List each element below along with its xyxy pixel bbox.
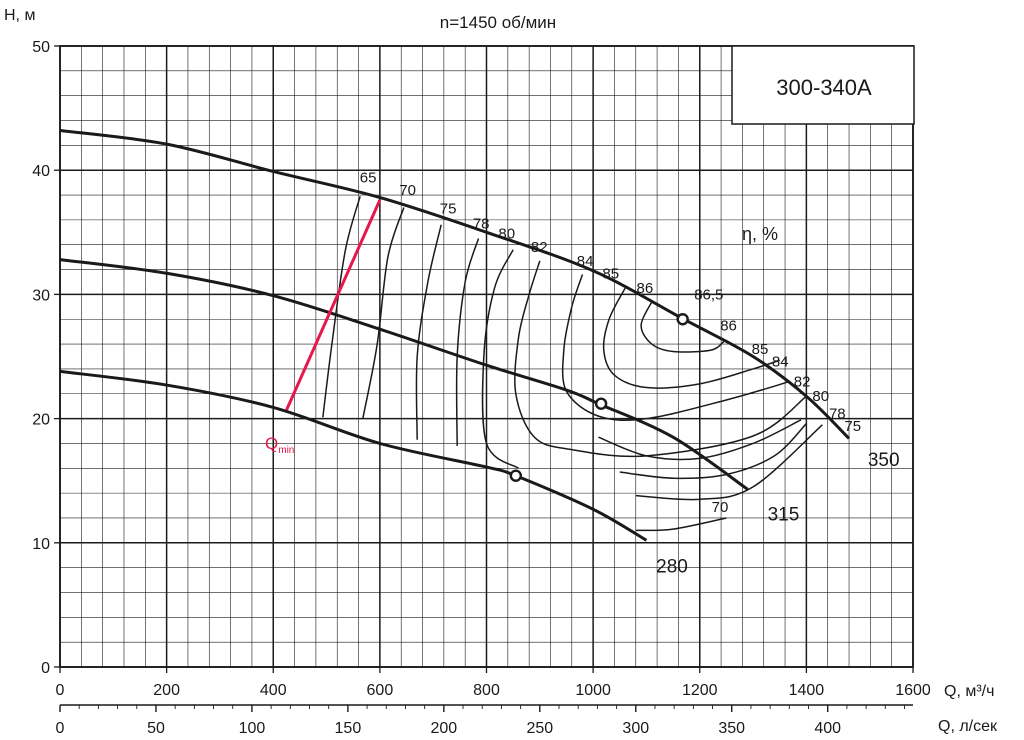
x-tick-label: 800 [473, 682, 500, 699]
efficiency-label: 82 [531, 239, 548, 256]
duty-point-marker [676, 313, 689, 326]
x2-tick-label: 50 [147, 720, 165, 737]
efficiency-label: 75 [844, 418, 861, 435]
y-tick-label: 50 [32, 39, 50, 56]
chart-grid [59, 45, 914, 668]
head-curve-280 [59, 369, 648, 542]
efficiency-label: 70 [399, 182, 416, 199]
x2-tick-label: 350 [718, 720, 745, 737]
x2-tick-label: 400 [814, 720, 841, 737]
model-label: 300-340А [776, 75, 872, 100]
efficiency-curves [322, 196, 823, 532]
efficiency-label: 86,5 [694, 286, 723, 303]
impeller-diameter-label: 350 [868, 450, 900, 471]
x-tick-label: 400 [260, 682, 287, 699]
x-axis-label: Q, м³/ч [944, 683, 994, 700]
y-tick-label: 30 [32, 287, 50, 304]
x2-tick-label: 250 [526, 720, 553, 737]
head-curves [59, 128, 851, 542]
efficiency-axis-label: η, % [742, 224, 778, 244]
x-tick-label: 0 [56, 682, 65, 699]
efficiency-label: 82 [794, 373, 811, 390]
x2-tick-label: 150 [335, 720, 362, 737]
efficiency-label: 78 [473, 216, 490, 233]
qmin-line [285, 199, 382, 411]
impeller-diameter-label: 280 [656, 557, 688, 578]
efficiency-label: 65 [360, 170, 377, 187]
head-curve-315 [59, 258, 749, 491]
x2-tick-label: 200 [430, 720, 457, 737]
efficiency-curve-75 [635, 424, 823, 501]
efficiency-label: 70 [712, 499, 729, 516]
efficiency-label: 80 [812, 388, 829, 405]
efficiency-label: 86 [636, 280, 653, 297]
x2-tick-label: 0 [56, 720, 65, 737]
efficiency-curve-84 [561, 274, 791, 421]
head-curve-350 [59, 128, 851, 440]
x2-axis-label: Q, л/сек [938, 718, 998, 735]
efficiency-curve-82 [514, 260, 807, 458]
qmin-line-segment [285, 199, 382, 411]
efficiency-label: 75 [440, 201, 457, 218]
efficiency-curve-86 [640, 301, 725, 353]
qmin-label-main: Q [265, 434, 278, 453]
efficiency-label: 86 [720, 317, 737, 334]
chart-title: n=1450 об/мин [440, 13, 556, 32]
y-tick-label: 0 [41, 660, 50, 677]
efficiency-label: 84 [772, 353, 789, 370]
y-axis-label: H, м [4, 7, 35, 24]
x2-tick-label: 300 [622, 720, 649, 737]
y-tick-label: 20 [32, 412, 50, 429]
x-tick-label: 200 [153, 682, 180, 699]
duty-point-marker [594, 397, 608, 410]
x-tick-label: 600 [367, 682, 394, 699]
qmin-label: Qmin [265, 434, 294, 456]
x-tick-label: 1400 [789, 682, 825, 699]
qmin-label-sub: min [278, 445, 294, 456]
efficiency-curve-78 [455, 238, 480, 446]
efficiency-label: 85 [752, 341, 769, 358]
x-tick-label: 1200 [682, 682, 718, 699]
x2-tick-label: 100 [239, 720, 266, 737]
efficiency-label: 84 [577, 253, 594, 270]
efficiency-curve-85 [602, 287, 780, 389]
efficiency-label: 78 [829, 406, 846, 423]
impeller-diameter-label: 315 [768, 504, 800, 525]
efficiency-curve-80 [598, 419, 802, 461]
duty-point-marker [509, 469, 523, 482]
efficiency-curve-70 [362, 207, 405, 419]
efficiency-label: 80 [498, 226, 515, 243]
efficiency-curve-70 [635, 517, 727, 532]
efficiency-curve-80 [481, 249, 519, 469]
x-tick-label: 1000 [575, 682, 611, 699]
efficiency-curve-75 [415, 224, 442, 440]
y-tick-label: 10 [32, 536, 50, 553]
efficiency-label: 85 [602, 265, 619, 282]
y-tick-label: 40 [32, 163, 50, 180]
x-tick-label: 1600 [895, 682, 931, 699]
efficiency-curve-65 [322, 196, 361, 418]
model-box: 300-340А [731, 45, 915, 125]
